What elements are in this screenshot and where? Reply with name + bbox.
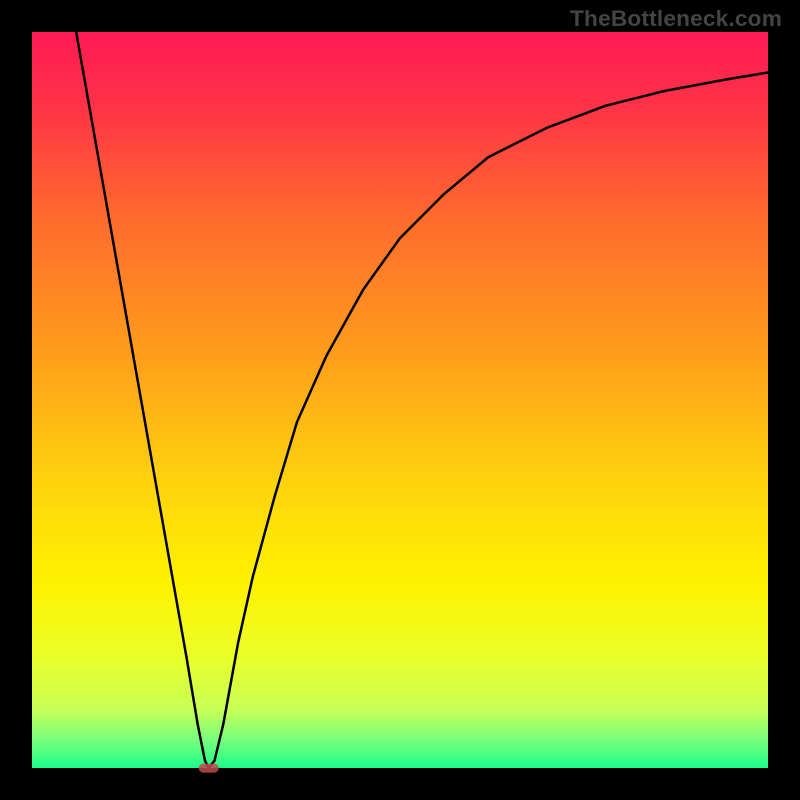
watermark: TheBottleneck.com [570,6,782,32]
chart-container: TheBottleneck.com [0,0,800,800]
vertex-marker [198,764,219,773]
plot-area [32,32,768,768]
curve [32,32,768,768]
watermark-text: TheBottleneck.com [570,6,782,31]
